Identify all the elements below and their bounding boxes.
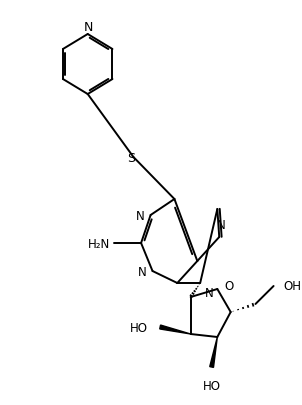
Text: H₂N: H₂N [88, 237, 111, 250]
Text: N: N [217, 218, 226, 231]
Text: N: N [205, 286, 214, 299]
Text: HO: HO [203, 379, 221, 392]
Text: N: N [84, 21, 93, 34]
Text: O: O [224, 279, 233, 292]
Polygon shape [160, 325, 191, 334]
Text: N: N [136, 209, 145, 222]
Text: N: N [138, 265, 147, 278]
Text: S: S [127, 151, 136, 164]
Text: HO: HO [130, 321, 148, 334]
Polygon shape [210, 337, 217, 367]
Text: OH: OH [283, 280, 301, 293]
